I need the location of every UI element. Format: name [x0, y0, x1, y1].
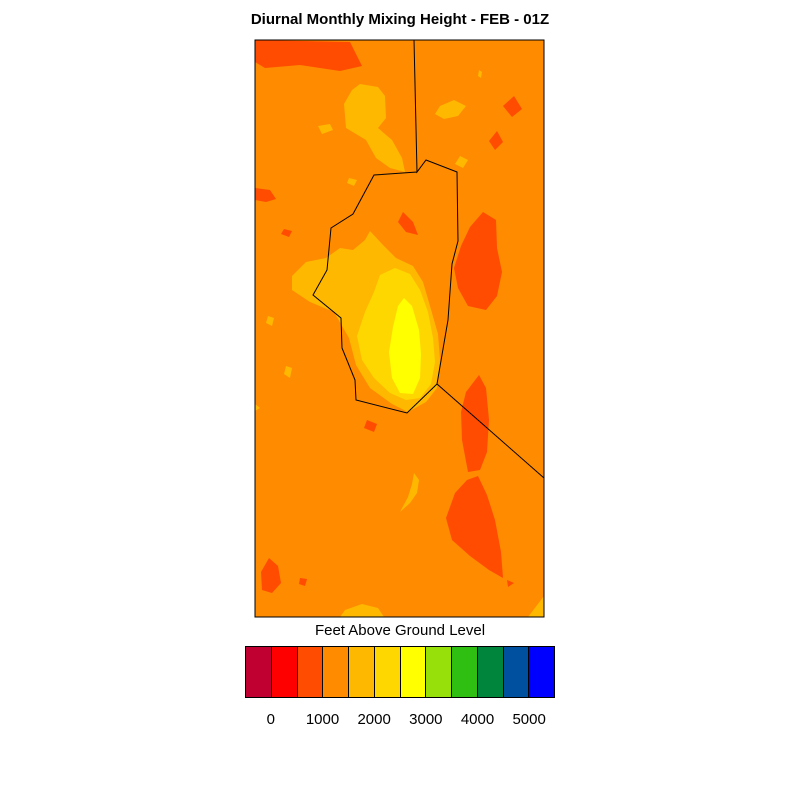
colorbar-title: Feet Above Ground Level	[314, 622, 486, 639]
contour-red-east-lower	[446, 476, 503, 578]
map-frame	[254, 39, 545, 618]
colorbar-swatch	[400, 647, 427, 697]
contour-red-top-left	[255, 40, 362, 71]
contour-orange-bottom	[340, 604, 384, 617]
region-boundary	[312, 40, 459, 414]
contour-orange-small-7	[255, 404, 260, 411]
contour-orange-small-1	[318, 124, 333, 134]
contour-red-small-2	[281, 229, 292, 237]
colorbar-tick-label: 4000	[460, 711, 495, 728]
contour-red-small-5	[299, 578, 307, 586]
colorbar-swatch	[477, 647, 504, 697]
contour-red-inner	[398, 212, 418, 235]
boundary-lines	[312, 40, 544, 479]
contour-orange-small-5	[266, 316, 274, 326]
boundary-line-se	[436, 383, 544, 479]
colorbar-swatch	[374, 647, 401, 697]
contour-yellow	[389, 298, 421, 394]
colorbar-swatch	[271, 647, 298, 697]
colorbar-swatch	[426, 647, 452, 697]
colorbar-swatch	[529, 647, 554, 697]
colorbar-swatch	[246, 647, 272, 697]
colorbar-tick-label: 1000	[305, 711, 340, 728]
contour-red-top-right	[503, 96, 522, 117]
contour-red-small-3	[364, 420, 377, 432]
colorbar-tick-label: 3000	[409, 711, 443, 728]
colorbar-swatch	[452, 647, 478, 697]
chart-title: Diurnal Monthly Mixing Height - FEB - 01…	[250, 11, 550, 28]
contour-orange-small-3	[455, 156, 468, 168]
colorbar	[245, 646, 555, 698]
contour-orange-small-6	[284, 366, 292, 378]
contour-red-left-edge	[255, 188, 276, 202]
colorbar-tick-label: 2000	[357, 711, 391, 728]
colorbar-tick-label: 0	[266, 711, 275, 728]
colorbar-swatch	[349, 647, 375, 697]
colorbar-swatch	[323, 647, 349, 697]
colorbar-swatch	[503, 647, 530, 697]
contour-red-bottom-left	[261, 558, 281, 593]
contour-orange-north	[344, 84, 405, 172]
contour-orange-tiny-1	[478, 70, 482, 78]
contour-red-small-4	[507, 580, 514, 587]
contour-orange-south	[400, 473, 419, 512]
contour-red-east-middle	[461, 375, 489, 472]
colorbar-ticks: 0 1000 2000 3000 4000 5000	[0, 711, 800, 731]
colorbar-tick-label: 5000	[512, 711, 546, 728]
contour-orange-small-4	[347, 178, 357, 186]
colorbar-swatch	[297, 647, 324, 697]
contour-red-east-upper	[454, 212, 502, 310]
contour-red-small-1	[489, 131, 503, 150]
contour-orange-bottom-right	[528, 596, 544, 617]
contour-orange-small-2	[435, 100, 466, 119]
